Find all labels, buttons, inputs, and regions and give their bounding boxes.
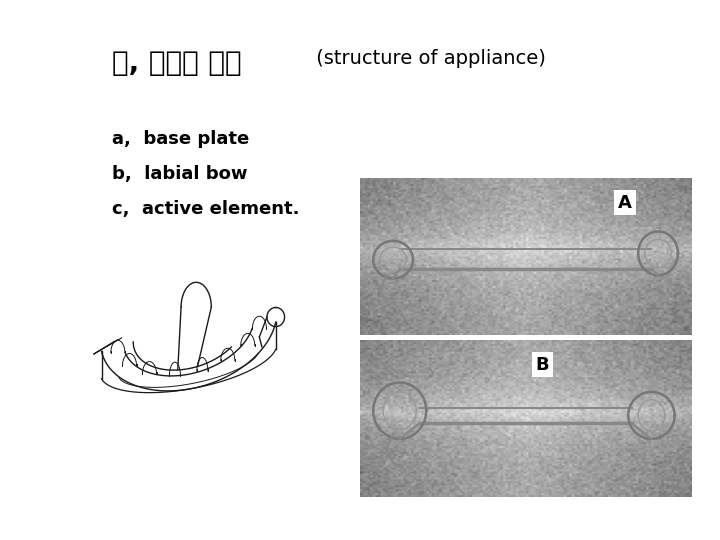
Text: (structure of appliance): (structure of appliance): [310, 49, 546, 68]
Text: b,  labial bow: b, labial bow: [112, 165, 247, 183]
Text: B: B: [536, 356, 549, 374]
Text: a,  base plate: a, base plate: [112, 130, 249, 147]
Text: 답, 장치의 구성: 답, 장치의 구성: [112, 49, 241, 77]
Text: c,  active element.: c, active element.: [112, 200, 299, 218]
Text: A: A: [618, 194, 632, 212]
